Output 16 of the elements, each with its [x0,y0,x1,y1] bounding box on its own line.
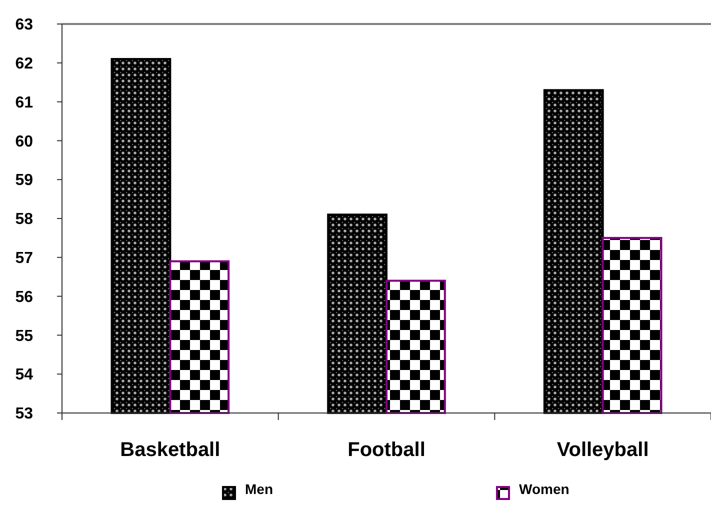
x-tick-label: Basketball [120,439,220,461]
y-tick-label: 62 [15,56,34,72]
x-tick-label: Football [348,439,426,461]
y-tick-label: 63 [15,16,34,34]
y-tick-label: 57 [15,250,34,267]
legend-label: Women [519,481,570,497]
y-tick-label: 59 [15,172,34,190]
y-tick-label: 61 [15,94,34,112]
y-tick-label: 54 [15,366,34,384]
y-tick-label: 53 [15,406,34,423]
x-tick-label: Volleyball [556,439,649,461]
y-tick-label: 58 [15,211,34,228]
y-tick-label: 56 [15,288,34,306]
y-tick-label: 55 [15,328,34,345]
y-tick-label: 60 [15,133,34,150]
legend-label: Men [245,481,273,497]
